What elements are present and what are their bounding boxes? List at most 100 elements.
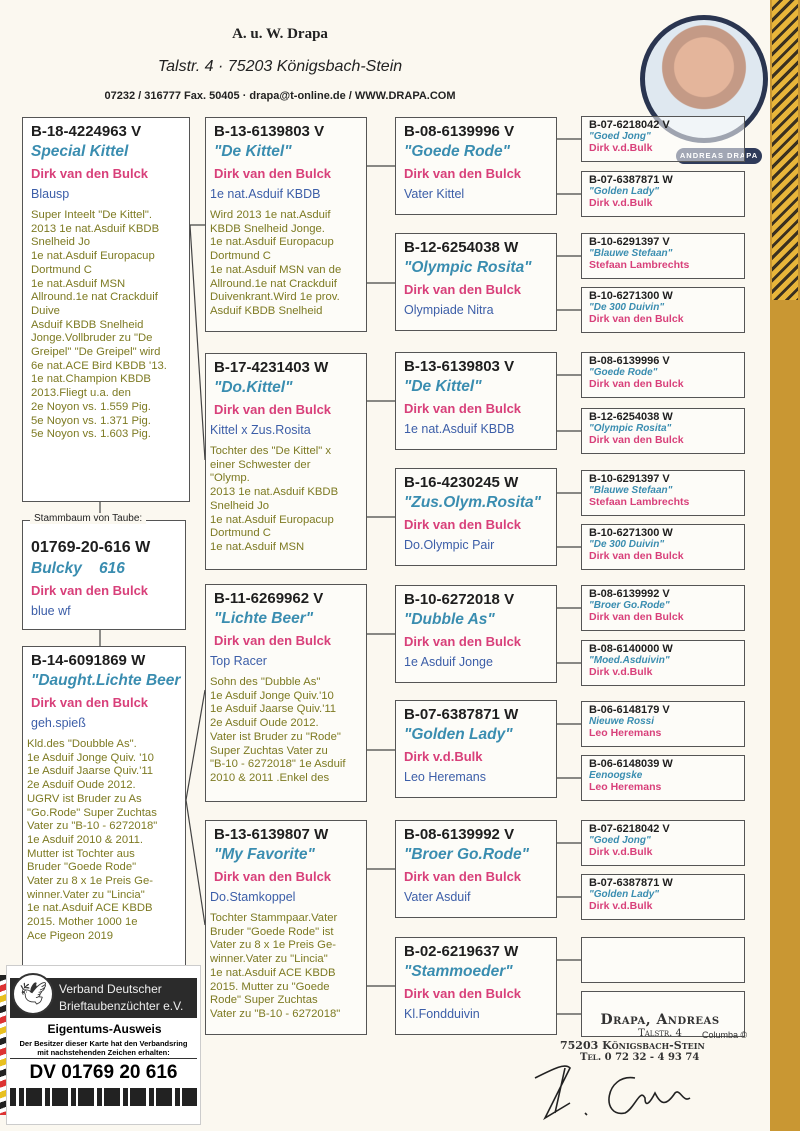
pigeon-name: "Goede Rode" xyxy=(404,143,510,160)
great-great-grandparent-box[interactable]: B-08-6140000 W "Moed.Asduivin" Dirk v.d.Bu… xyxy=(581,640,745,686)
great-great-grandparent-box[interactable] xyxy=(581,937,745,983)
pigeon-name: "Goed Jong" xyxy=(589,835,651,846)
pigeon-name: "Olympic Rosita" xyxy=(589,423,672,434)
grandparent-box[interactable]: B-13-6139803 V "De Kittel" Dirk van den Bu… xyxy=(205,117,367,332)
breeder-name: A. u. W. Drapa xyxy=(232,26,328,42)
ring-number: B-07-6387871 W xyxy=(589,877,673,889)
ring-number: B-10-6272018 V xyxy=(404,591,515,608)
subject-box[interactable]: 01769-20-616 W Bulcky 616 Dirk van den B… xyxy=(22,520,186,630)
ring-number: B-06-6148179 V xyxy=(589,704,670,716)
great-great-grandparent-box[interactable]: B-12-6254038 W "Olympic Rosita" Dirk van d… xyxy=(581,408,745,454)
columba-mark: Columba © xyxy=(702,1030,748,1040)
great-great-grandparent-box[interactable]: B-07-6218042 V "Goed Jong" Dirk v.d.Bulk xyxy=(581,820,745,866)
stamp-street: Talstr. 4 xyxy=(638,1028,682,1039)
ring-number: B-13-6139803 V xyxy=(214,123,325,140)
breeder: Dirk v.d.Bulk xyxy=(589,900,653,912)
great-great-grandparent-box[interactable]: B-07-6387871 W "Golden Lady" Dirk v.d.Bulk xyxy=(581,874,745,920)
breeder: Dirk van den Bulck xyxy=(404,517,522,532)
ring-number: B-10-6291397 V xyxy=(589,473,670,485)
ring-number: B-06-6148039 W xyxy=(589,758,673,770)
side-stripe-hatched xyxy=(772,0,798,300)
great-grandparent-box[interactable]: B-08-6139996 V "Goede Rode" Dirk van den B… xyxy=(395,117,557,215)
great-great-grandparent-box[interactable]: B-07-6387871 W "Golden Lady" Dirk v.d.Bulk xyxy=(581,171,745,217)
pigeon-name: "Dubble As" xyxy=(404,611,495,628)
breeder: Dirk v.d.Bulk xyxy=(589,666,653,678)
card-subtitle: Der Besitzer dieser Karte hat den Verban… xyxy=(19,1039,188,1057)
great-great-grandparent-box[interactable]: B-08-6139992 V "Broer Go.Rode" Dirk van de… xyxy=(581,585,745,631)
ring-number: B-16-4230245 W xyxy=(404,474,519,491)
ring-number: B-08-6140000 W xyxy=(589,643,673,655)
breeder: Dirk van den Bulck xyxy=(214,633,332,648)
ring-number: B-07-6218042 V xyxy=(589,823,670,835)
color-field: Vater Asduif xyxy=(404,890,471,904)
ownership-card: Verband Deutscher Brieftaubenzüchter e.V… xyxy=(6,965,201,1125)
ring-number: B-13-6139803 V xyxy=(404,358,515,375)
breeder: Dirk van den Bulck xyxy=(404,634,522,649)
breeder: Stefaan Lambrechts xyxy=(589,259,690,271)
grandparent-box[interactable]: B-13-6139807 W "My Favorite" Dirk van den … xyxy=(205,820,367,1035)
sire-box[interactable]: B-18-4224963 V Special Kittel Dirk van d… xyxy=(22,117,190,502)
great-great-grandparent-box[interactable]: B-07-6218042 V "Goed Jong" Dirk v.d.Bulk xyxy=(581,116,745,162)
great-grandparent-box[interactable]: B-12-6254038 W "Olympic Rosita" Dirk van d… xyxy=(395,233,557,331)
great-great-grandparent-box[interactable]: B-10-6291397 V "Blauwe Stefaan" Stefaan La… xyxy=(581,233,745,279)
breeder-contact: 07232 / 316777 Fax. 50405 · drapa@t-onli… xyxy=(104,90,456,102)
color-field: Kittel x Zus.Rosita xyxy=(210,423,311,437)
great-great-grandparent-box[interactable]: B-08-6139996 V "Goede Rode" Dirk van den B… xyxy=(581,352,745,398)
ring-number: B-07-6387871 W xyxy=(589,174,673,186)
pigeon-name: Bulcky 616 xyxy=(31,560,125,577)
breeder: Dirk van den Bulck xyxy=(404,166,522,181)
great-great-grandparent-box[interactable] xyxy=(581,991,745,1037)
notes: Tochter Stammpaar.Vater Bruder "Goede Ro… xyxy=(210,912,341,1020)
owner-stamp: Drapa, Andreas Talstr. 4 75203 Königsbac… xyxy=(560,1012,750,1063)
breeder: Dirk van den Bulck xyxy=(589,550,684,562)
ring-number: B-18-4224963 V xyxy=(31,123,142,140)
flag-stripe xyxy=(0,975,6,1115)
grandparent-box[interactable]: B-11-6269962 V "Lichte Beer" Dirk van den … xyxy=(205,584,367,802)
great-great-grandparent-box[interactable]: B-06-6148179 V Nieuwe Rossi Leo Heremans xyxy=(581,701,745,747)
stamp-tel: Tel. 0 72 32 - 4 93 74 xyxy=(580,1052,700,1063)
color-field: Olympiade Nitra xyxy=(404,303,494,317)
breeder: Leo Heremans xyxy=(589,781,662,793)
dam-box[interactable]: B-14-6091869 W "Daught.Lichte Beer Dirk … xyxy=(22,646,186,976)
great-grandparent-box[interactable]: B-02-6219637 W "Stammoeder" Dirk van den B… xyxy=(395,937,557,1035)
breeder: Dirk v.d.Bulk xyxy=(589,142,653,154)
pigeon-name: "Blauwe Stefaan" xyxy=(589,485,673,496)
ring-number: B-08-6139992 V xyxy=(404,826,515,843)
great-grandparent-box[interactable]: B-10-6272018 V "Dubble As" Dirk van den Bu… xyxy=(395,585,557,683)
breeder: Dirk van den Bulck xyxy=(404,986,522,1001)
color-field: Top Racer xyxy=(210,654,267,668)
color-field: geh.spieß xyxy=(31,716,86,730)
breeder: Dirk van den Bulck xyxy=(404,869,522,884)
breeder: Dirk van den Bulck xyxy=(589,313,684,325)
ring-number: B-08-6139992 V xyxy=(589,588,670,600)
grandparent-box[interactable]: B-17-4231403 W "Do.Kittel" Dirk van den Bu… xyxy=(205,353,367,570)
great-great-grandparent-box[interactable]: B-10-6271300 W "De 300 Duivin" Dirk van de… xyxy=(581,524,745,570)
great-great-grandparent-box[interactable]: B-06-6148039 W Eenoogske Leo Heremans xyxy=(581,755,745,801)
breeder: Dirk van den Bulck xyxy=(589,434,684,446)
breeder: Dirk van den Bulck xyxy=(214,869,332,884)
pigeon-name: "Stammoeder" xyxy=(404,963,513,980)
color-field: Do.Olympic Pair xyxy=(404,538,495,552)
breeder: Dirk v.d.Bulk xyxy=(589,197,653,209)
great-great-grandparent-box[interactable]: B-10-6271300 W "De 300 Duivin" Dirk van de… xyxy=(581,287,745,333)
ring-number: B-12-6254038 W xyxy=(589,411,673,423)
pigeon-name: "Golden Lady" xyxy=(589,186,660,197)
great-grandparent-box[interactable]: B-07-6387871 W "Golden Lady" Dirk v.d.Bulk… xyxy=(395,700,557,798)
ring-number: B-08-6139996 V xyxy=(589,355,670,367)
pigeon-logo-icon: 🕊 xyxy=(12,973,54,1015)
ring-number: B-07-6218042 V xyxy=(589,119,670,131)
notes: Wird 2013 1e nat.Asduif KBDB Snelheid Jo… xyxy=(210,209,342,317)
color-field: 1e Asduif Jonge xyxy=(404,655,493,669)
ring-number: B-08-6139996 V xyxy=(404,123,515,140)
stamp-name: Drapa, Andreas xyxy=(600,1012,720,1028)
breeder: Dirk van den Bulck xyxy=(31,583,149,598)
color-field: Blausp xyxy=(31,187,70,201)
pigeon-name: "Zus.Olym.Rosita" xyxy=(404,494,542,511)
great-grandparent-box[interactable]: B-13-6139803 V "De Kittel" Dirk van den Bu… xyxy=(395,352,557,450)
great-grandparent-box[interactable]: B-08-6139992 V "Broer Go.Rode" Dirk van de… xyxy=(395,820,557,918)
color-field: 1e nat.Asduif KBDB xyxy=(210,187,321,201)
great-great-grandparent-box[interactable]: B-10-6291397 V "Blauwe Stefaan" Stefaan La… xyxy=(581,470,745,516)
great-grandparent-box[interactable]: B-16-4230245 W "Zus.Olym.Rosita" Dirk van … xyxy=(395,468,557,566)
pigeon-name: Special Kittel xyxy=(31,143,129,160)
